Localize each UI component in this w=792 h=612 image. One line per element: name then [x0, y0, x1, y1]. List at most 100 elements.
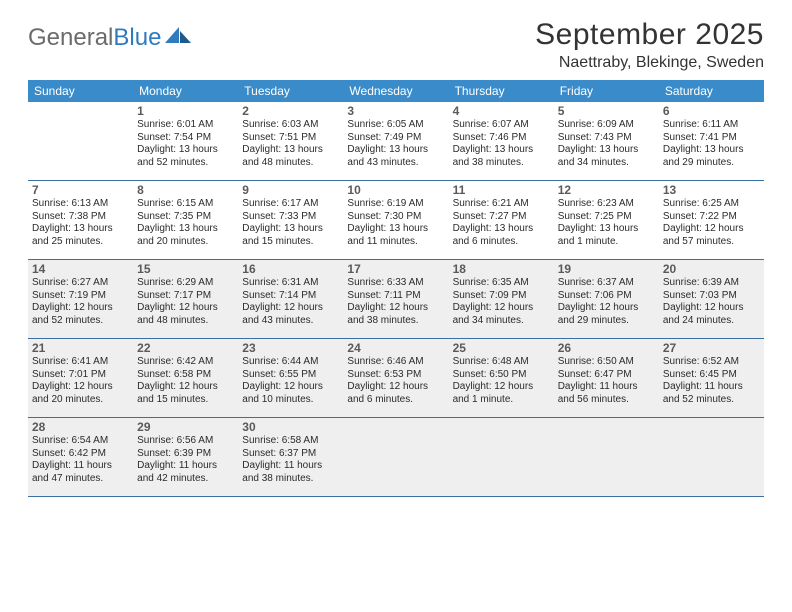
daylight-text: Daylight: 12 hours and 15 minutes. [137, 381, 234, 406]
day-cell: 28Sunrise: 6:54 AMSunset: 6:42 PMDayligh… [28, 418, 133, 496]
sunset-text: Sunset: 6:53 PM [347, 369, 444, 382]
daylight-text: Daylight: 12 hours and 24 minutes. [663, 302, 760, 327]
header-row: GeneralBlue September 2025 Naettraby, Bl… [28, 18, 764, 72]
dow-cell: Sunday [28, 80, 133, 102]
dow-cell: Thursday [449, 80, 554, 102]
day-cell [554, 418, 659, 496]
daylight-text: Daylight: 11 hours and 42 minutes. [137, 460, 234, 485]
day-cell: 14Sunrise: 6:27 AMSunset: 7:19 PMDayligh… [28, 260, 133, 338]
sunset-text: Sunset: 7:25 PM [558, 211, 655, 224]
sunrise-text: Sunrise: 6:56 AM [137, 435, 234, 448]
day-number: 4 [453, 104, 550, 118]
week-row: 28Sunrise: 6:54 AMSunset: 6:42 PMDayligh… [28, 418, 764, 497]
sunrise-text: Sunrise: 6:09 AM [558, 119, 655, 132]
day-cell: 15Sunrise: 6:29 AMSunset: 7:17 PMDayligh… [133, 260, 238, 338]
day-number: 23 [242, 341, 339, 355]
sunset-text: Sunset: 7:27 PM [453, 211, 550, 224]
sunset-text: Sunset: 7:30 PM [347, 211, 444, 224]
daylight-text: Daylight: 13 hours and 48 minutes. [242, 144, 339, 169]
day-cell: 30Sunrise: 6:58 AMSunset: 6:37 PMDayligh… [238, 418, 343, 496]
day-number: 9 [242, 183, 339, 197]
sunrise-text: Sunrise: 6:35 AM [453, 277, 550, 290]
calendar-grid: SundayMondayTuesdayWednesdayThursdayFrid… [28, 80, 764, 497]
daylight-text: Daylight: 13 hours and 11 minutes. [347, 223, 444, 248]
sunset-text: Sunset: 6:45 PM [663, 369, 760, 382]
daylight-text: Daylight: 11 hours and 38 minutes. [242, 460, 339, 485]
day-cell: 8Sunrise: 6:15 AMSunset: 7:35 PMDaylight… [133, 181, 238, 259]
logo-word-2: Blue [113, 24, 161, 52]
sunrise-text: Sunrise: 6:23 AM [558, 198, 655, 211]
sunrise-text: Sunrise: 6:05 AM [347, 119, 444, 132]
location-text: Naettraby, Blekinge, Sweden [535, 54, 764, 72]
daylight-text: Daylight: 13 hours and 1 minute. [558, 223, 655, 248]
sunset-text: Sunset: 7:17 PM [137, 290, 234, 303]
sunrise-text: Sunrise: 6:11 AM [663, 119, 760, 132]
day-cell [28, 102, 133, 180]
sunset-text: Sunset: 7:19 PM [32, 290, 129, 303]
day-number: 17 [347, 262, 444, 276]
sunset-text: Sunset: 6:58 PM [137, 369, 234, 382]
daylight-text: Daylight: 13 hours and 38 minutes. [453, 144, 550, 169]
day-number: 20 [663, 262, 760, 276]
calendar-page: GeneralBlue September 2025 Naettraby, Bl… [0, 0, 792, 515]
day-cell: 20Sunrise: 6:39 AMSunset: 7:03 PMDayligh… [659, 260, 764, 338]
day-cell: 24Sunrise: 6:46 AMSunset: 6:53 PMDayligh… [343, 339, 448, 417]
day-cell: 18Sunrise: 6:35 AMSunset: 7:09 PMDayligh… [449, 260, 554, 338]
day-cell: 7Sunrise: 6:13 AMSunset: 7:38 PMDaylight… [28, 181, 133, 259]
sunrise-text: Sunrise: 6:37 AM [558, 277, 655, 290]
day-number: 5 [558, 104, 655, 118]
daylight-text: Daylight: 12 hours and 10 minutes. [242, 381, 339, 406]
logo-word-1: General [28, 24, 113, 52]
sunrise-text: Sunrise: 6:27 AM [32, 277, 129, 290]
logo: GeneralBlue [28, 18, 191, 52]
day-number: 16 [242, 262, 339, 276]
sunset-text: Sunset: 7:09 PM [453, 290, 550, 303]
weeks-container: 1Sunrise: 6:01 AMSunset: 7:54 PMDaylight… [28, 102, 764, 497]
dow-cell: Tuesday [238, 80, 343, 102]
day-cell: 9Sunrise: 6:17 AMSunset: 7:33 PMDaylight… [238, 181, 343, 259]
month-title: September 2025 [535, 18, 764, 52]
sunset-text: Sunset: 7:35 PM [137, 211, 234, 224]
dow-cell: Wednesday [343, 80, 448, 102]
daylight-text: Daylight: 13 hours and 34 minutes. [558, 144, 655, 169]
day-number: 1 [137, 104, 234, 118]
daylight-text: Daylight: 13 hours and 52 minutes. [137, 144, 234, 169]
day-number: 22 [137, 341, 234, 355]
day-cell: 11Sunrise: 6:21 AMSunset: 7:27 PMDayligh… [449, 181, 554, 259]
day-number: 13 [663, 183, 760, 197]
sunset-text: Sunset: 7:22 PM [663, 211, 760, 224]
day-cell: 6Sunrise: 6:11 AMSunset: 7:41 PMDaylight… [659, 102, 764, 180]
day-cell: 10Sunrise: 6:19 AMSunset: 7:30 PMDayligh… [343, 181, 448, 259]
sunset-text: Sunset: 6:47 PM [558, 369, 655, 382]
day-cell: 3Sunrise: 6:05 AMSunset: 7:49 PMDaylight… [343, 102, 448, 180]
daylight-text: Daylight: 12 hours and 48 minutes. [137, 302, 234, 327]
sunrise-text: Sunrise: 6:41 AM [32, 356, 129, 369]
day-cell: 13Sunrise: 6:25 AMSunset: 7:22 PMDayligh… [659, 181, 764, 259]
day-cell: 5Sunrise: 6:09 AMSunset: 7:43 PMDaylight… [554, 102, 659, 180]
day-cell: 22Sunrise: 6:42 AMSunset: 6:58 PMDayligh… [133, 339, 238, 417]
day-cell: 26Sunrise: 6:50 AMSunset: 6:47 PMDayligh… [554, 339, 659, 417]
day-number: 25 [453, 341, 550, 355]
sunrise-text: Sunrise: 6:19 AM [347, 198, 444, 211]
daylight-text: Daylight: 13 hours and 43 minutes. [347, 144, 444, 169]
sunrise-text: Sunrise: 6:42 AM [137, 356, 234, 369]
sunset-text: Sunset: 7:11 PM [347, 290, 444, 303]
day-number: 6 [663, 104, 760, 118]
day-number: 3 [347, 104, 444, 118]
daylight-text: Daylight: 12 hours and 43 minutes. [242, 302, 339, 327]
daylight-text: Daylight: 11 hours and 47 minutes. [32, 460, 129, 485]
sunrise-text: Sunrise: 6:44 AM [242, 356, 339, 369]
sunset-text: Sunset: 7:38 PM [32, 211, 129, 224]
sunset-text: Sunset: 6:42 PM [32, 448, 129, 461]
day-number: 27 [663, 341, 760, 355]
week-row: 7Sunrise: 6:13 AMSunset: 7:38 PMDaylight… [28, 181, 764, 260]
day-cell: 17Sunrise: 6:33 AMSunset: 7:11 PMDayligh… [343, 260, 448, 338]
sunrise-text: Sunrise: 6:48 AM [453, 356, 550, 369]
daylight-text: Daylight: 13 hours and 25 minutes. [32, 223, 129, 248]
sunrise-text: Sunrise: 6:15 AM [137, 198, 234, 211]
sunrise-text: Sunrise: 6:46 AM [347, 356, 444, 369]
daylight-text: Daylight: 11 hours and 56 minutes. [558, 381, 655, 406]
day-cell [343, 418, 448, 496]
sunrise-text: Sunrise: 6:01 AM [137, 119, 234, 132]
day-number: 24 [347, 341, 444, 355]
